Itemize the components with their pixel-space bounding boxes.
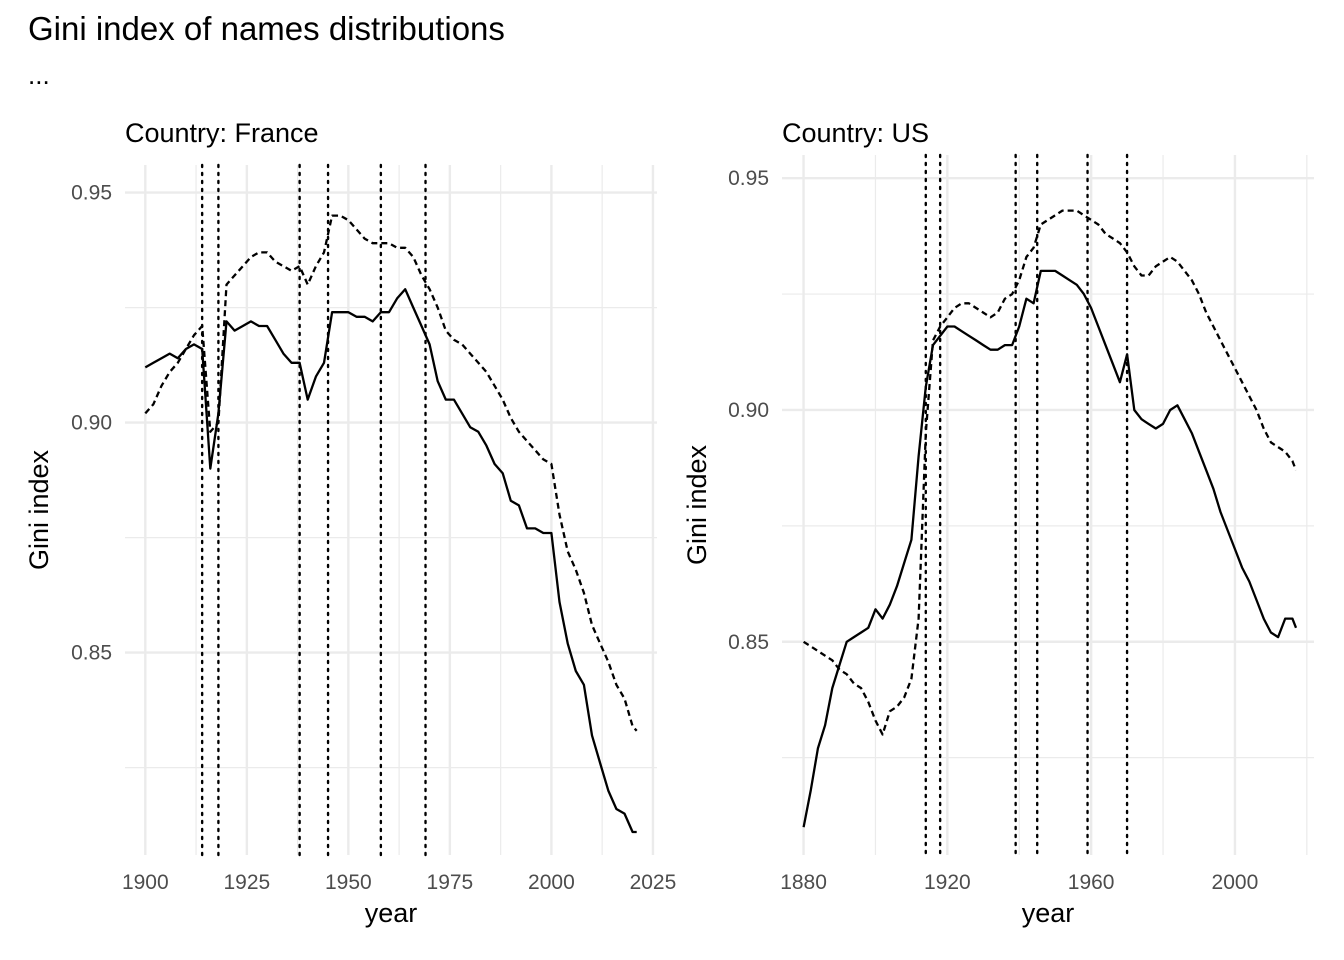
y-axis-title: Gini index <box>24 449 54 570</box>
x-axis-title: year <box>365 898 418 928</box>
x-tick-label: 1960 <box>1068 871 1115 894</box>
x-tick-label: 1920 <box>924 871 971 894</box>
series-line-solid <box>802 269 1298 828</box>
y-tick-label: 0.90 <box>71 412 112 435</box>
y-axis-title: Gini index <box>682 444 712 565</box>
series-line-dashed <box>144 214 638 732</box>
panel-1: Country: US 1880 1920 1960 2000 0.85 0.90 0.95 y… <box>682 118 1314 928</box>
major-gridlines <box>125 165 657 855</box>
chart-panels: Country: France 1900 1925 1950 1975 2000 2025 0… <box>24 118 1314 928</box>
x-tick-label: 1950 <box>325 871 372 894</box>
x-tick-label: 2025 <box>630 871 677 894</box>
minor-gridlines <box>125 165 657 855</box>
y-tick-label: 0.90 <box>728 399 769 422</box>
x-tick-label: 2000 <box>528 871 575 894</box>
x-axis-title: year <box>1022 898 1075 928</box>
major-gridlines <box>782 155 1314 855</box>
chart-title: Gini index of names distributions <box>28 10 505 47</box>
series-line-solid <box>144 288 637 834</box>
x-tick-label: 1975 <box>427 871 474 894</box>
x-tick-label: 1880 <box>780 871 827 894</box>
series-line-dashed <box>802 209 1298 736</box>
y-tick-label: 0.85 <box>71 642 112 665</box>
x-tick-label: 2000 <box>1212 871 1259 894</box>
reference-lines <box>924 153 1129 857</box>
panel-0: Country: France 1900 1925 1950 1975 2000 2025 0… <box>24 118 676 928</box>
y-tick-label: 0.85 <box>728 631 769 654</box>
chart-subtitle: ... <box>28 60 50 90</box>
x-tick-label: 1925 <box>223 871 270 894</box>
reference-lines <box>200 163 427 857</box>
minor-gridlines <box>782 155 1314 855</box>
panel-title: Country: US <box>782 118 929 148</box>
y-tick-label: 0.95 <box>71 182 112 205</box>
y-tick-label: 0.95 <box>728 167 769 190</box>
panel-title: Country: France <box>125 118 319 148</box>
x-tick-label: 1900 <box>122 871 169 894</box>
